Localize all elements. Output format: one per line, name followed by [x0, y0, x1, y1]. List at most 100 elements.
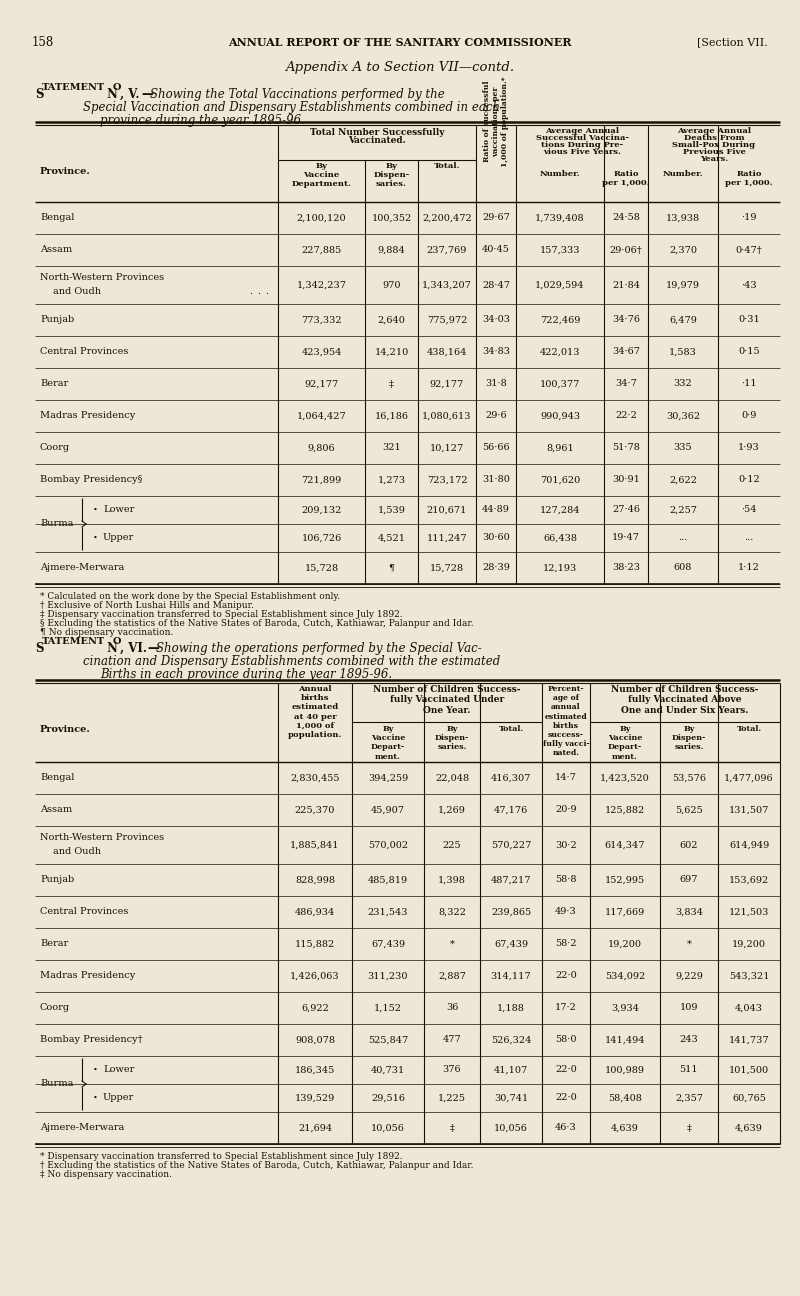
Text: 15,728: 15,728 [430, 564, 464, 573]
Text: 131,507: 131,507 [729, 806, 769, 814]
Text: 4,639: 4,639 [611, 1124, 639, 1133]
Text: 6,479: 6,479 [669, 315, 697, 324]
Text: ¶ No dispensary vaccination.: ¶ No dispensary vaccination. [40, 629, 174, 638]
Text: •: • [93, 505, 98, 515]
Text: 56·66: 56·66 [482, 443, 510, 452]
Text: 153,692: 153,692 [729, 876, 769, 884]
Text: Ajmere-Merwara: Ajmere-Merwara [40, 1124, 124, 1133]
Text: 2,357: 2,357 [675, 1094, 703, 1103]
Text: 45,907: 45,907 [371, 806, 405, 814]
Text: 28·39: 28·39 [482, 564, 510, 573]
Text: 34·76: 34·76 [612, 315, 640, 324]
Text: 1,342,237: 1,342,237 [297, 280, 346, 289]
Text: 543,321: 543,321 [729, 972, 770, 981]
Text: Berar: Berar [40, 380, 68, 389]
Text: 0·9: 0·9 [742, 412, 757, 420]
Text: 111,247: 111,247 [426, 534, 467, 543]
Text: 311,230: 311,230 [368, 972, 408, 981]
Text: TATEMENT: TATEMENT [42, 638, 105, 647]
Text: 29·6: 29·6 [485, 412, 507, 420]
Text: 4,043: 4,043 [735, 1003, 763, 1012]
Text: 4,639: 4,639 [735, 1124, 763, 1133]
Text: 602: 602 [680, 841, 698, 849]
Text: ‡: ‡ [389, 380, 394, 389]
Text: 1,029,594: 1,029,594 [535, 280, 585, 289]
Text: Number of Children Success-
fully Vaccinated Above
One and Under Six Years.: Number of Children Success- fully Vaccin… [611, 686, 758, 715]
Text: 697: 697 [680, 876, 698, 884]
Text: 486,934: 486,934 [295, 907, 335, 916]
Text: 157,333: 157,333 [540, 245, 580, 254]
Text: 210,671: 210,671 [427, 505, 467, 515]
Text: 722,469: 722,469 [540, 315, 580, 324]
Text: vious Five Years.: vious Five Years. [543, 148, 621, 156]
Text: Ajmere-Merwara: Ajmere-Merwara [40, 564, 124, 573]
Text: 3,934: 3,934 [611, 1003, 639, 1012]
Text: 2,640: 2,640 [378, 315, 406, 324]
Text: § Excluding the statistics of the Native States of Baroda, Cutch, Kathiawar, Pal: § Excluding the statistics of the Native… [40, 619, 474, 629]
Text: 332: 332 [674, 380, 692, 389]
Text: † Exclusive of North Lushai Hills and Manipur.: † Exclusive of North Lushai Hills and Ma… [40, 601, 254, 610]
Text: ‡ Dispensary vaccination transferred to Special Establishment since July 1892.: ‡ Dispensary vaccination transferred to … [40, 610, 402, 619]
Text: Deaths From: Deaths From [684, 133, 744, 143]
Text: 534,092: 534,092 [605, 972, 645, 981]
Text: 485,819: 485,819 [368, 876, 408, 884]
Text: Total.: Total. [737, 724, 762, 734]
Text: 22·2: 22·2 [615, 412, 637, 420]
Text: 1,426,063: 1,426,063 [290, 972, 340, 981]
Text: Upper: Upper [103, 534, 134, 543]
Text: 28·47: 28·47 [482, 280, 510, 289]
Text: 1,423,520: 1,423,520 [600, 774, 650, 783]
Text: . . .: . . . [250, 288, 269, 297]
Text: cination and Dispensary Establishments combined with the estimated: cination and Dispensary Establishments c… [83, 654, 500, 667]
Text: 8,961: 8,961 [546, 443, 574, 452]
Text: 477: 477 [442, 1036, 462, 1045]
Text: 53,576: 53,576 [672, 774, 706, 783]
Text: Lower: Lower [103, 1065, 134, 1074]
Text: ...: ... [678, 534, 688, 543]
Text: •: • [93, 1094, 98, 1102]
Text: 1,739,408: 1,739,408 [535, 214, 585, 223]
Text: 22·0: 22·0 [555, 1094, 577, 1103]
Text: 1,080,613: 1,080,613 [422, 412, 472, 420]
Text: *: * [686, 940, 691, 949]
Text: Ratio
per 1,000.: Ratio per 1,000. [726, 170, 773, 187]
Text: and Oudh: and Oudh [53, 848, 101, 857]
Text: and Oudh: and Oudh [53, 288, 101, 297]
Text: 49·3: 49·3 [555, 907, 577, 916]
Text: 209,132: 209,132 [302, 505, 342, 515]
Text: 19,200: 19,200 [608, 940, 642, 949]
Text: Punjab: Punjab [40, 315, 74, 324]
Text: 422,013: 422,013 [540, 347, 580, 356]
Text: 100,352: 100,352 [371, 214, 412, 223]
Text: —: — [141, 88, 153, 101]
Text: ¶: ¶ [388, 564, 394, 573]
Text: 2,370: 2,370 [669, 245, 697, 254]
Text: 92,177: 92,177 [304, 380, 338, 389]
Text: 34·7: 34·7 [615, 380, 637, 389]
Text: 30·2: 30·2 [555, 841, 577, 849]
Text: 19,200: 19,200 [732, 940, 766, 949]
Text: 2,200,472: 2,200,472 [422, 214, 472, 223]
Text: 1,188: 1,188 [497, 1003, 525, 1012]
Text: Percent-
age of
annual
estimated
births
success-
fully vacci-
nated.: Percent- age of annual estimated births … [542, 686, 590, 757]
Text: Bengal: Bengal [40, 214, 74, 223]
Text: Lower: Lower [103, 505, 134, 515]
Text: 31·80: 31·80 [482, 476, 510, 485]
Text: 22·0: 22·0 [555, 1065, 577, 1074]
Text: 36: 36 [446, 1003, 458, 1012]
Text: 570,227: 570,227 [491, 841, 531, 849]
Text: 908,078: 908,078 [295, 1036, 335, 1045]
Text: 525,847: 525,847 [368, 1036, 408, 1045]
Text: 1,273: 1,273 [378, 476, 406, 485]
Text: 0·12: 0·12 [738, 476, 760, 485]
Text: 0·31: 0·31 [738, 315, 760, 324]
Text: Small-Pox During: Small-Pox During [673, 141, 755, 149]
Text: 152,995: 152,995 [605, 876, 645, 884]
Text: 773,332: 773,332 [301, 315, 342, 324]
Text: ‡: ‡ [450, 1124, 454, 1133]
Text: 9,229: 9,229 [675, 972, 703, 981]
Text: 58·8: 58·8 [555, 876, 577, 884]
Text: 1,269: 1,269 [438, 806, 466, 814]
Text: Annual
births
estimated
at 40 per
1,000 of
population.: Annual births estimated at 40 per 1,000 … [288, 686, 342, 739]
Text: ·11: ·11 [741, 380, 757, 389]
